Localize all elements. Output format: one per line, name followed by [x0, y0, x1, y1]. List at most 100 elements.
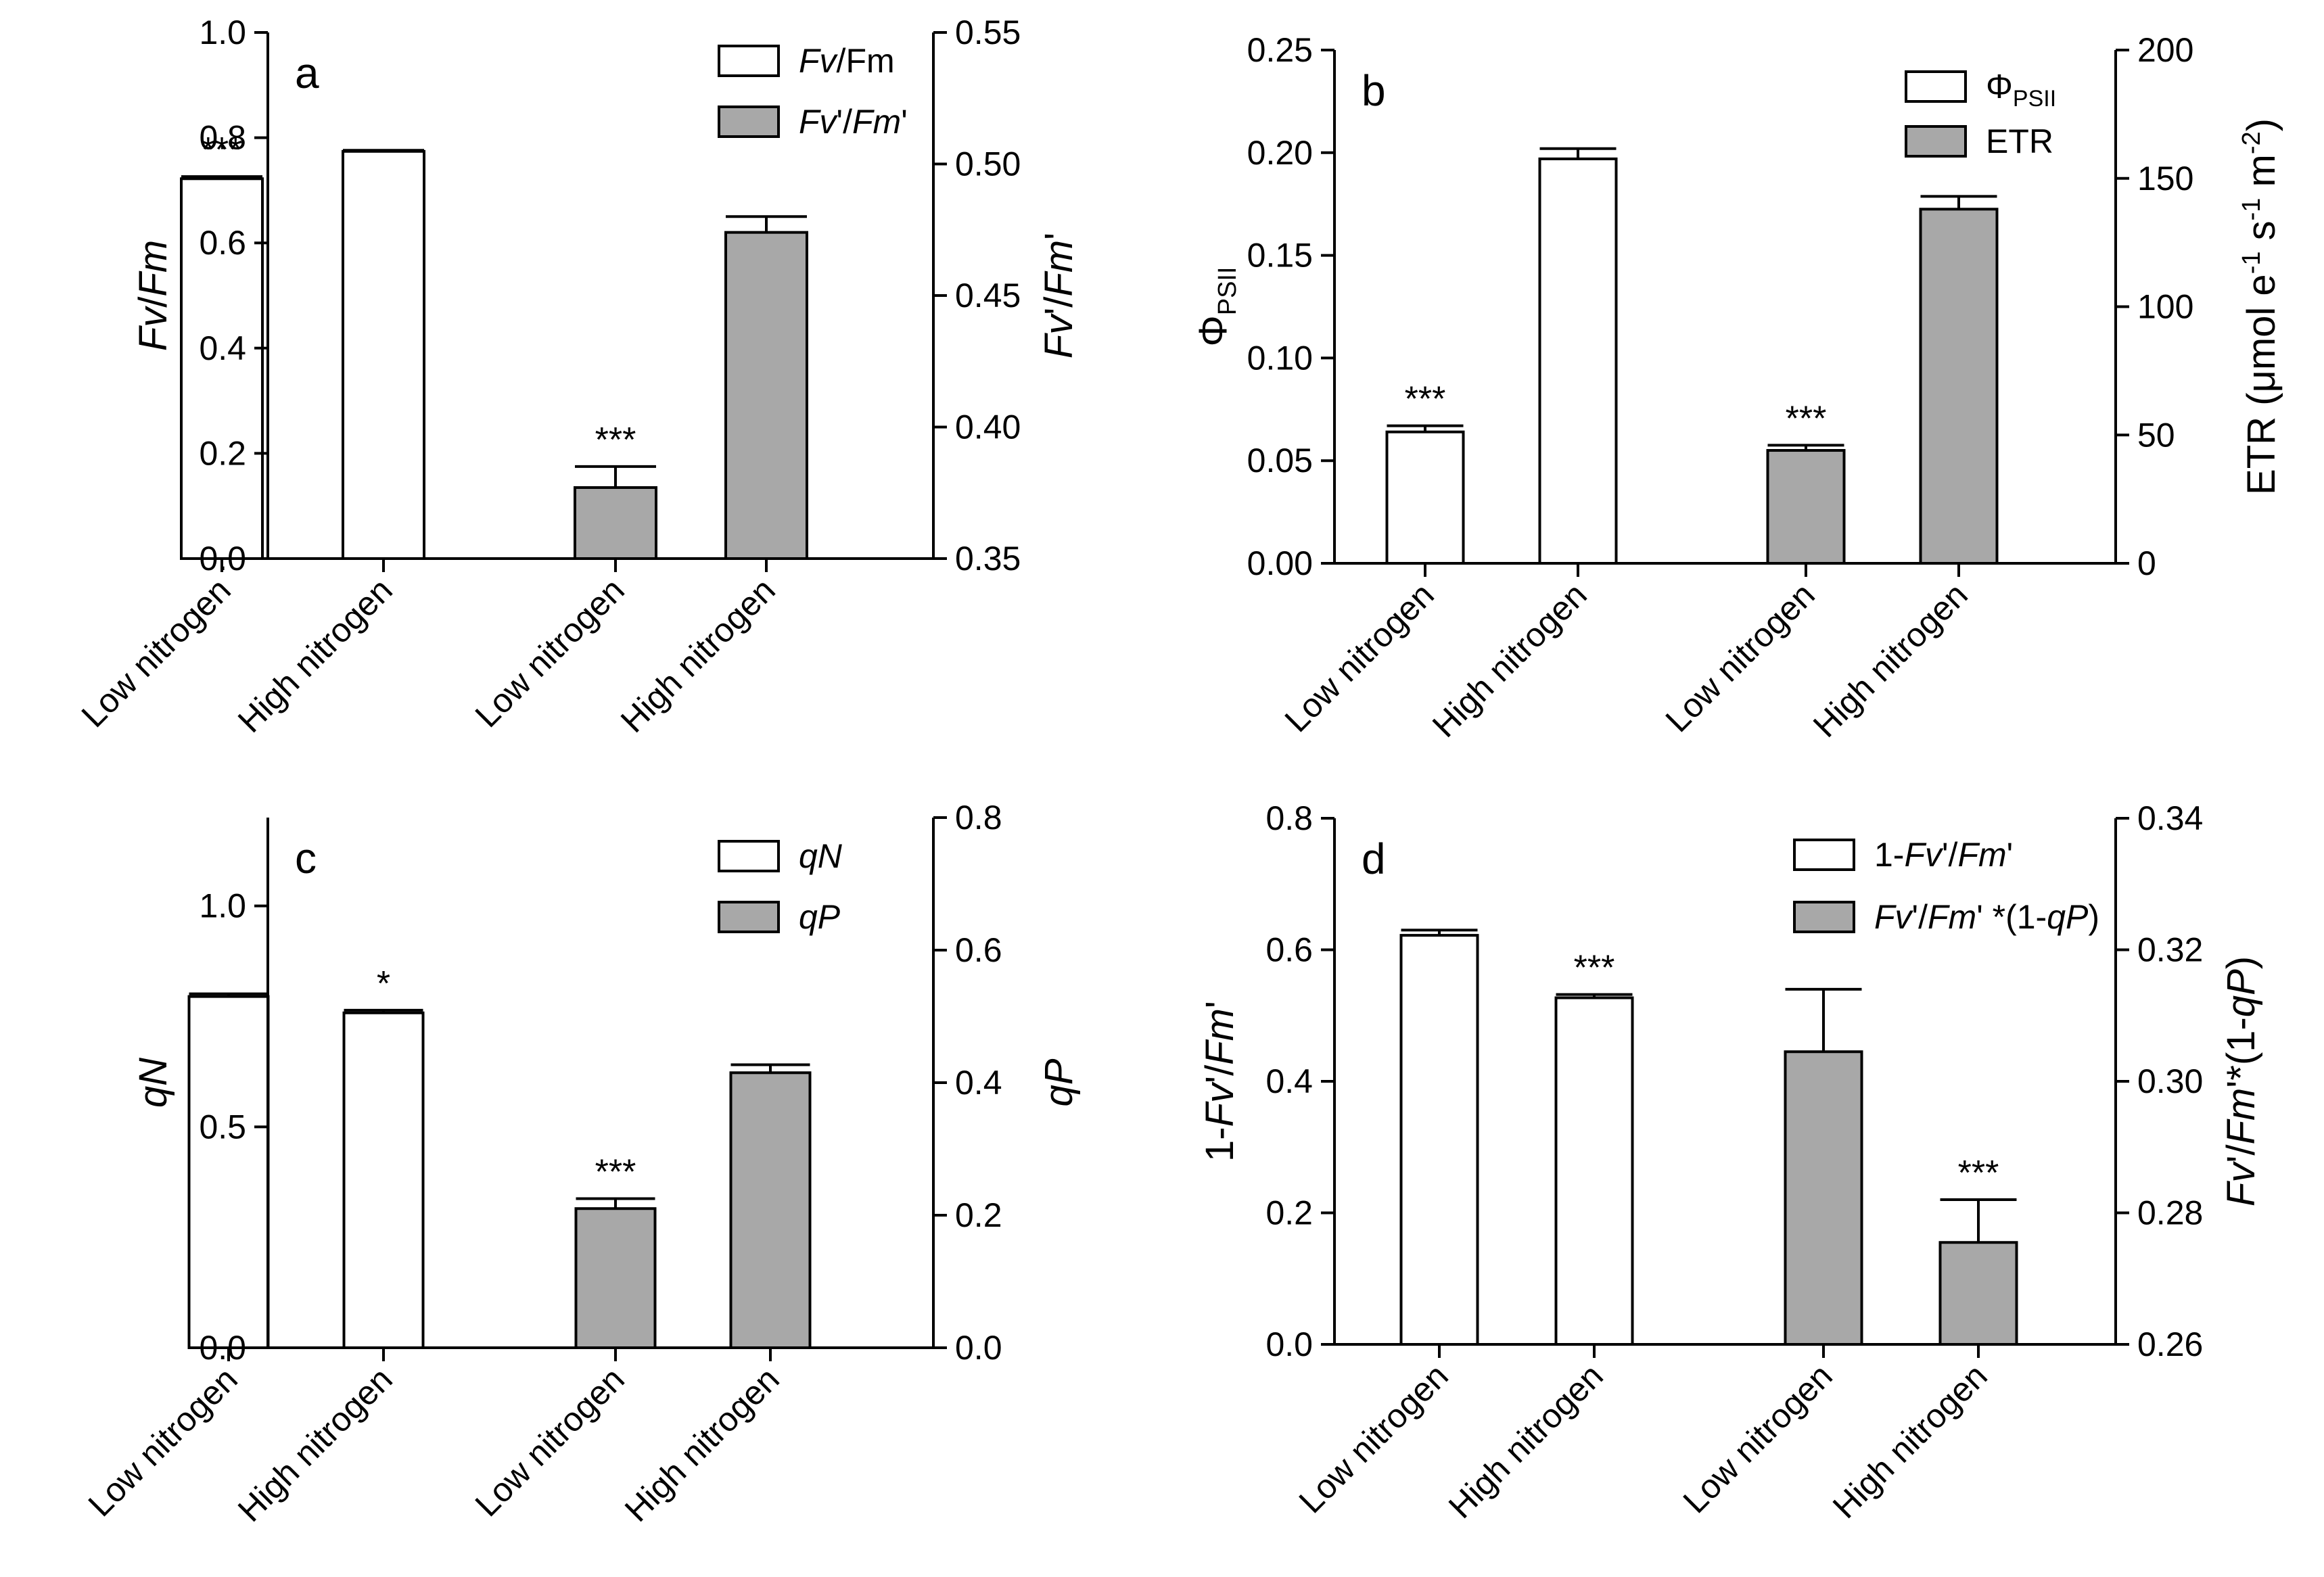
- category-label: High nitrogen: [231, 1360, 400, 1529]
- category-label: Low nitrogen: [74, 571, 238, 734]
- legend-label: Fv/Fm: [799, 42, 895, 80]
- left-tick-label: 0.4: [1265, 1062, 1313, 1100]
- left-tick-label: 0.2: [1265, 1194, 1313, 1232]
- legend-label-part: 1-: [1874, 836, 1904, 874]
- right-axis-title-part: -1: [2237, 252, 2266, 275]
- right-axis-title-part: '/: [2219, 1144, 2263, 1163]
- legend-label: qN: [799, 837, 843, 875]
- right-axis-title-part: Fv: [1037, 313, 1081, 358]
- right-axis-title-part: -2: [2237, 131, 2266, 154]
- right-axis-title-part: ETR (μmol e: [2239, 274, 2283, 495]
- legend-label-part: Fv: [1874, 898, 1914, 936]
- left-axis-title-part: 1-: [1198, 1127, 1242, 1162]
- legend-swatch: [718, 45, 780, 77]
- legend-label-part: '/: [1942, 836, 1958, 874]
- right-axis-title-part: ': [1037, 233, 1081, 240]
- right-tick-label: 150: [2137, 160, 2193, 197]
- legend-label-part: qP: [799, 898, 841, 936]
- right-axis-title: Fv'/Fm'*(1-qP): [2219, 956, 2263, 1206]
- category-label: Low nitrogen: [468, 571, 632, 734]
- significance-label: ***: [595, 1153, 636, 1192]
- right-tick-label: 0.34: [2137, 799, 2203, 837]
- legend-swatch: [1793, 839, 1855, 871]
- left-axis-title-part: /: [131, 296, 175, 308]
- significance-label: ***: [1786, 399, 1827, 438]
- legend-label-sub: PSII: [2013, 86, 2056, 112]
- right-tick-label: 0.45: [955, 277, 1021, 314]
- right-axis-title-part: -1: [2237, 198, 2266, 221]
- left-tick-label: 0.6: [1265, 931, 1313, 969]
- legend-label-part: Fm: [1928, 898, 1976, 936]
- left-tick-label: 0.4: [199, 329, 246, 367]
- right-tick-label: 0.50: [955, 145, 1021, 183]
- category-label: High nitrogen: [231, 571, 400, 740]
- right-axis-title-part: Fv: [2219, 1161, 2263, 1206]
- significance-label: ***: [1958, 1154, 1999, 1193]
- category-label: High nitrogen: [618, 1360, 787, 1529]
- category-label: Low nitrogen: [468, 1360, 632, 1524]
- legend-label-part: '/: [1912, 898, 1928, 936]
- right-axis-title-part: qP: [2219, 969, 2263, 1017]
- left-axis-title-sub: PSII: [1213, 266, 1242, 315]
- bar: [1784, 1050, 1863, 1346]
- right-axis-title-part: '/: [1037, 296, 1081, 315]
- legend-label-part: Fm: [845, 42, 894, 80]
- right-axis-title-part: ): [2219, 956, 2263, 969]
- right-tick-label: 0.35: [955, 540, 1021, 578]
- right-tick-label: 0.28: [2137, 1194, 2203, 1232]
- bar: [1919, 208, 1999, 565]
- legend-label-part: ): [2088, 898, 2099, 936]
- right-tick-label: 0.2: [955, 1196, 1002, 1234]
- legend-label: Fv'/Fm' *(1-qP): [1874, 898, 2099, 936]
- legend-swatch: [718, 105, 780, 138]
- left-tick-label: 0.5: [199, 1108, 246, 1146]
- panel-d: *** *** 0.0 0.2 0.4 0.6 0.8 0.26 0.28 0.30 0.32 0.3…: [1198, 799, 2263, 1526]
- legend-label: Fv'/Fm': [799, 103, 908, 141]
- bar: [724, 231, 808, 560]
- category-label: High nitrogen: [1441, 1357, 1610, 1526]
- category-label: High nitrogen: [1425, 575, 1594, 745]
- right-tick-label: 0.40: [955, 408, 1021, 446]
- category-label: High nitrogen: [1826, 1357, 1995, 1526]
- bar: [342, 149, 425, 560]
- left-tick-label: 0.00: [1247, 544, 1313, 582]
- legend-label-part: ' *(1-: [1976, 898, 2047, 936]
- bar: [1766, 449, 1846, 565]
- bar: [1385, 430, 1465, 565]
- legend-label-part: Φ: [1986, 68, 2013, 105]
- left-tick-label: 0.15: [1247, 237, 1313, 275]
- category-label: High nitrogen: [1806, 575, 1975, 745]
- left-axis-title-part: Fv: [131, 306, 175, 351]
- left-tick-label: 0.10: [1247, 339, 1313, 377]
- legend-swatch: [1793, 901, 1855, 933]
- bar: [180, 177, 264, 560]
- legend-label-part: /: [837, 42, 846, 80]
- right-axis-title: qP: [1037, 1058, 1081, 1106]
- left-tick-label: 0.2: [199, 434, 246, 472]
- category-label: High nitrogen: [613, 571, 783, 740]
- legend-label-part: ': [901, 103, 908, 141]
- legend-label-part: qN: [799, 837, 843, 875]
- left-axis-title: Fv/Fm: [131, 240, 175, 351]
- right-axis-title: Fv'/Fm': [1037, 233, 1081, 358]
- bar: [187, 995, 270, 1349]
- panel-letter: c: [295, 834, 317, 882]
- significance-label: ***: [1574, 949, 1615, 988]
- category-label: Low nitrogen: [1658, 575, 1822, 739]
- significance-label: *: [377, 964, 390, 1004]
- left-axis-title-part: Fm: [1198, 1008, 1242, 1065]
- right-tick-label: 100: [2137, 288, 2193, 326]
- right-tick-label: 0.30: [2137, 1062, 2203, 1100]
- legend-swatch: [718, 840, 780, 872]
- left-axis-title: qN: [131, 1058, 175, 1108]
- left-axis-title-part: ': [1198, 1001, 1242, 1008]
- left-axis-title: ΦPSII: [1191, 266, 1242, 346]
- left-tick-label: 1.0: [199, 887, 246, 925]
- legend-label-part: qP: [2047, 898, 2089, 936]
- bar: [342, 1011, 425, 1349]
- bar: [1399, 934, 1479, 1346]
- panel-letter: b: [1362, 66, 1386, 115]
- legend-label: qP: [799, 898, 841, 936]
- right-tick-label: 0.8: [955, 799, 1002, 837]
- legend-label-part: Fv: [799, 42, 839, 80]
